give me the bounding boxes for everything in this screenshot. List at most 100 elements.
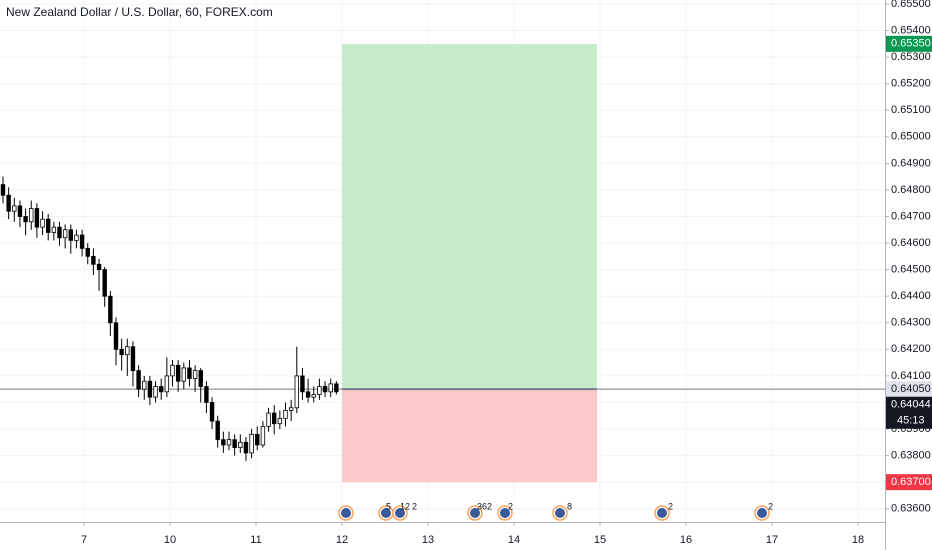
candle-body (158, 386, 164, 393)
y-tick-label: 0.64600 (891, 237, 931, 249)
x-tick-label: 17 (766, 534, 778, 546)
candle-body (181, 367, 186, 382)
y-tick-label: 0.64100 (891, 370, 931, 382)
y-tick-label: 0.65500 (891, 0, 931, 10)
x-tick-label: 16 (680, 534, 692, 546)
candle-body (317, 386, 322, 395)
candle-body (226, 439, 232, 446)
profit-zone (342, 43, 597, 390)
candle-body (113, 322, 119, 350)
candle-body (204, 386, 209, 403)
candle-body (57, 226, 62, 239)
candle-body (79, 234, 85, 249)
y-tick-label: 0.65000 (891, 131, 931, 143)
candle-body (294, 375, 299, 409)
candle-body (108, 295, 113, 324)
x-tick-label: 7 (81, 534, 87, 546)
candle-body (277, 417, 283, 425)
y-tick-label: 0.63600 (891, 503, 931, 515)
event-count: 2 (768, 501, 773, 511)
y-tick-label: 0.63800 (891, 449, 931, 461)
event-count: 2 (412, 501, 417, 511)
candle-body (243, 441, 249, 454)
loss-zone (342, 389, 597, 483)
x-tick-label: 12 (336, 534, 348, 546)
candle-body (119, 348, 124, 356)
candle-body (255, 433, 260, 446)
y-tick-label: 0.64500 (891, 264, 931, 276)
stop-badge-label: 0.63700 (891, 476, 931, 488)
candle-body (288, 407, 294, 411)
candle-body (209, 402, 215, 422)
entry-badge-label: 0.64050 (891, 383, 931, 395)
candle-body (6, 194, 11, 212)
candle-body (192, 370, 198, 379)
y-tick-label: 0.65200 (891, 78, 931, 90)
event-count: 5 (386, 501, 391, 511)
event-flag (341, 508, 351, 518)
event-count: 2 (508, 501, 513, 511)
candle-body (198, 370, 203, 387)
y-tick-label: 0.64900 (891, 157, 931, 169)
x-tick-label: 15 (594, 534, 606, 546)
event-count: 362 (477, 501, 492, 511)
candle-body (170, 364, 175, 377)
candle-body (283, 410, 288, 419)
candle-body (96, 263, 102, 271)
y-tick-label: 0.65100 (891, 104, 931, 116)
candle-body (91, 255, 96, 265)
y-tick-label: 0.64300 (891, 317, 931, 329)
candle-body (175, 364, 181, 382)
candle-body (221, 439, 226, 446)
candle-body (23, 216, 28, 223)
last-price-label: 0.64044 (891, 399, 931, 411)
candle-body (125, 346, 130, 356)
y-tick-label: 0.64200 (891, 343, 931, 355)
event-flag (500, 508, 510, 518)
candle-body (266, 412, 271, 427)
chart-title: New Zealand Dollar / U.S. Dollar, 60, FO… (6, 5, 273, 19)
plot: 5 12 2 362 2 8 2 2 (0, 43, 885, 521)
countdown-label: 45:13 (897, 415, 925, 427)
event-flag (381, 508, 391, 518)
y-tick-label: 0.65300 (891, 51, 931, 63)
candle-body (249, 433, 254, 454)
x-tick-label: 11 (250, 534, 261, 546)
target-badge (886, 35, 932, 52)
candle-body (34, 208, 40, 228)
candle-body (260, 425, 266, 446)
y-tick-label: 0.64400 (891, 290, 931, 302)
candle-body (215, 420, 220, 441)
event-flag (395, 508, 405, 518)
x-tick-label: 18 (852, 534, 864, 546)
candle-body (29, 208, 34, 223)
event-flag (555, 508, 565, 518)
candle-body (85, 247, 90, 257)
candle-body (300, 375, 305, 393)
y-tick-label: 0.65400 (891, 24, 931, 36)
event-count: 8 (567, 501, 572, 511)
event-count: 2 (668, 501, 673, 511)
event-count: 12 (400, 501, 410, 511)
candle-body (328, 383, 333, 393)
candle-body (136, 370, 141, 390)
candle-body (187, 367, 192, 379)
candle-body (322, 386, 328, 393)
candle-body (153, 386, 158, 398)
entry-badge (886, 381, 932, 398)
candle-body (46, 218, 51, 233)
x-tick-label: 14 (508, 534, 520, 546)
candle-body (334, 383, 339, 393)
candle-body (311, 394, 316, 398)
event-flag (470, 508, 480, 518)
y-tick-label: 0.64800 (891, 184, 931, 196)
candle-body (238, 441, 243, 449)
x-tick-label: 10 (164, 534, 176, 546)
candle-body (305, 391, 311, 398)
candle-body (12, 205, 17, 212)
candle-body (164, 375, 170, 393)
target-badge-label: 0.65350 (891, 38, 931, 50)
candle-body (271, 412, 277, 425)
axes: 0.65500 0.65400 0.65300 0.65200 0.65100 0.650… (81, 0, 932, 546)
